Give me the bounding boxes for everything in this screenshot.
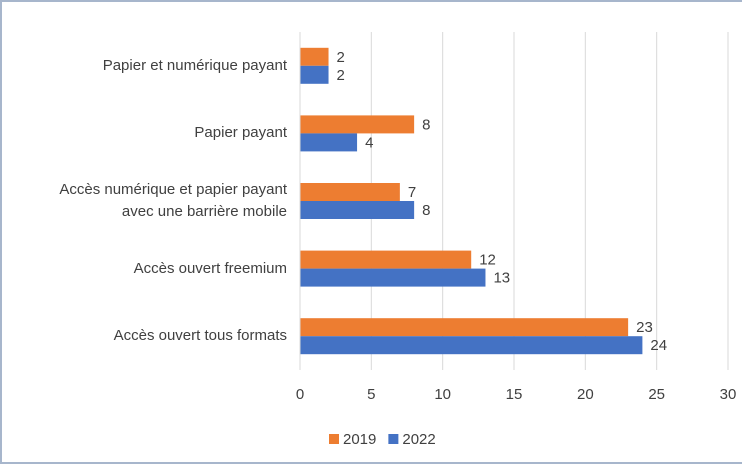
x-tick-label: 20	[577, 386, 594, 403]
data-label: 23	[636, 319, 653, 336]
data-label: 4	[365, 134, 373, 151]
x-tick-label: 0	[296, 386, 304, 403]
x-tick-label: 10	[434, 386, 451, 403]
x-tick-label: 30	[720, 386, 737, 403]
category-label: Accès ouvert freemium	[133, 259, 287, 277]
category-label: Papier payant	[194, 124, 287, 142]
bar	[300, 268, 486, 287]
bar	[300, 65, 329, 84]
data-label: 13	[493, 270, 510, 287]
category-label: Accès numérique et papier payant avec un…	[59, 181, 287, 220]
bar	[300, 318, 629, 337]
bar	[300, 133, 358, 152]
category-label: Papier et numérique payant	[102, 56, 287, 74]
bar	[300, 250, 472, 269]
data-label: 7	[408, 184, 416, 201]
x-tick-label: 15	[506, 386, 523, 403]
bar	[300, 183, 400, 201]
x-tick-label: 5	[367, 386, 375, 403]
bar	[300, 201, 415, 219]
legend-label: 2019	[343, 431, 376, 448]
data-label: 2	[337, 49, 345, 66]
data-label: 2	[337, 67, 345, 84]
category-label: Accès ouvert tous formats	[113, 327, 287, 345]
bar	[300, 336, 643, 355]
legend-swatch	[388, 434, 399, 444]
data-label: 8	[422, 202, 430, 219]
legend-swatch	[329, 434, 339, 444]
bar	[300, 115, 415, 134]
data-label: 12	[479, 252, 496, 269]
x-tick-label: 25	[648, 386, 665, 403]
legend-label: 2022	[402, 431, 435, 448]
data-label: 8	[422, 116, 430, 133]
data-label: 24	[650, 337, 667, 354]
bar	[300, 47, 329, 66]
